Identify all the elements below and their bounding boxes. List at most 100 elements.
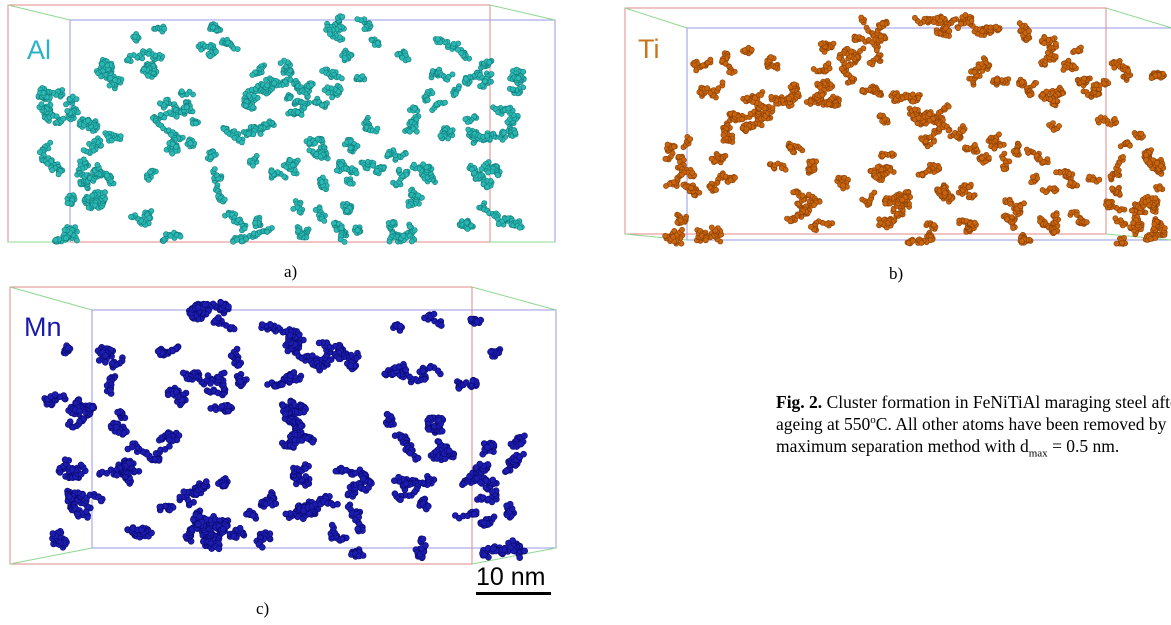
atom — [787, 144, 794, 150]
atom — [679, 226, 685, 233]
atom — [106, 82, 113, 89]
atom — [295, 227, 302, 234]
atom — [411, 105, 418, 112]
atom-map-ti — [624, 7, 1171, 247]
atom — [1016, 20, 1023, 27]
atom — [708, 224, 715, 231]
atom — [286, 95, 293, 102]
atom — [346, 180, 353, 187]
atom — [662, 155, 669, 162]
atom — [819, 92, 826, 98]
atom — [250, 162, 256, 169]
atom — [341, 238, 348, 245]
atom — [811, 202, 817, 208]
atom — [249, 72, 256, 78]
atom — [1113, 240, 1120, 247]
atom — [877, 219, 884, 226]
atom — [1043, 88, 1050, 95]
atom — [415, 192, 421, 199]
atom — [1053, 212, 1060, 218]
atom — [510, 86, 516, 93]
atom — [825, 101, 832, 107]
atom — [128, 213, 134, 220]
atom — [389, 219, 396, 226]
atom — [922, 138, 929, 145]
atom — [1019, 79, 1026, 85]
atom — [1021, 200, 1027, 207]
atom — [38, 101, 45, 108]
atom — [486, 59, 493, 66]
atom — [99, 61, 106, 68]
atom — [462, 116, 469, 123]
atom — [1086, 173, 1093, 180]
atom — [708, 155, 715, 162]
atom — [1023, 146, 1030, 153]
atom — [1154, 160, 1160, 166]
atom — [74, 237, 80, 244]
atom — [996, 131, 1002, 138]
atom — [329, 94, 335, 101]
atom — [374, 168, 380, 174]
atom — [825, 60, 832, 67]
atom — [450, 40, 457, 47]
atom — [338, 225, 345, 231]
atom — [871, 189, 878, 196]
atom — [768, 93, 775, 100]
atom — [344, 207, 350, 214]
atom — [221, 196, 228, 203]
atom — [264, 228, 270, 235]
atom — [290, 205, 297, 212]
atom — [515, 75, 522, 82]
atom — [707, 56, 714, 63]
atom — [312, 140, 318, 147]
atom — [1093, 82, 1100, 88]
atom — [207, 53, 214, 60]
atom — [245, 130, 252, 137]
atom — [94, 161, 101, 168]
atom — [374, 125, 381, 132]
atom — [1000, 166, 1007, 173]
atom — [471, 170, 477, 177]
atom — [264, 82, 271, 89]
atom — [408, 238, 415, 245]
atom — [37, 149, 43, 156]
atom — [1096, 176, 1103, 183]
atom — [1007, 200, 1014, 207]
atom — [946, 28, 953, 34]
atom — [807, 223, 814, 230]
atom — [517, 224, 523, 231]
atom — [333, 167, 340, 174]
atom — [1004, 216, 1010, 223]
atom — [324, 84, 331, 91]
atom — [449, 71, 456, 78]
atom — [354, 227, 361, 234]
atom — [1056, 123, 1062, 129]
atom — [866, 60, 873, 66]
atom — [308, 82, 315, 88]
box-back-face — [686, 27, 1171, 241]
atom — [478, 166, 485, 172]
atom — [80, 147, 87, 153]
atom — [85, 117, 91, 124]
atom — [991, 145, 998, 152]
atom — [840, 182, 846, 189]
atom — [321, 217, 328, 224]
atom — [945, 127, 952, 134]
atom — [782, 166, 789, 173]
atom — [911, 14, 918, 21]
atom — [748, 46, 755, 53]
atom — [347, 144, 354, 151]
atom — [663, 183, 669, 189]
atom — [971, 141, 978, 148]
atom — [1119, 239, 1126, 246]
atom — [183, 104, 190, 111]
atom — [872, 174, 879, 181]
atom — [873, 47, 880, 54]
atom — [993, 23, 999, 30]
atom — [157, 111, 164, 118]
atom — [73, 96, 80, 102]
atom — [169, 150, 176, 157]
atom — [971, 219, 978, 226]
atom — [1147, 236, 1154, 242]
atom — [60, 115, 67, 122]
